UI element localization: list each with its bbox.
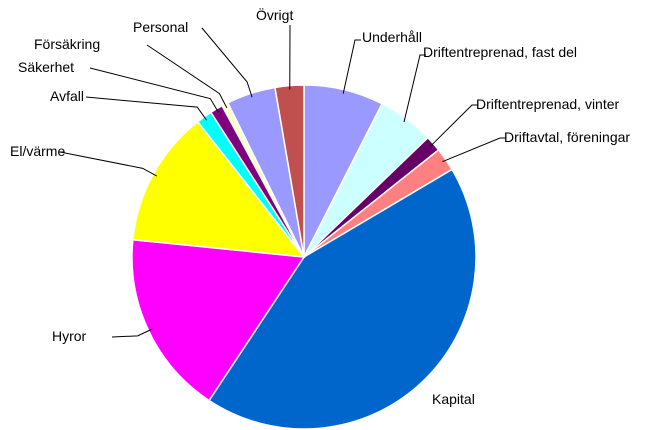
leader-line [430,104,478,147]
leader-line [146,44,228,109]
leader-line [59,151,158,177]
slice-label: El/värme [10,143,66,159]
leader-line [89,67,219,113]
slice-label: Kapital [432,391,475,407]
leader-line [342,39,361,94]
leader-line [403,54,426,123]
slice-label: Avfall [50,88,84,104]
leader-line [85,96,207,121]
slice-label: Personal [133,19,189,35]
slice-label: Driftavtal, föreningar [504,129,631,145]
leader-line [201,27,253,98]
slice-label: Driftentreprenad, vinter [476,96,620,112]
slice-label: Försäkring [34,36,101,52]
slice-label: Övrigt [256,7,294,23]
pie-slice [208,168,477,430]
leader-line [111,328,153,338]
slice-label: Säkerhet [18,59,75,75]
slice-label: Driftentreprenad, fast del [422,44,578,60]
slice-label: Underhåll [362,29,422,45]
leader-line [442,137,506,163]
slice-label: Hyror [52,328,87,344]
